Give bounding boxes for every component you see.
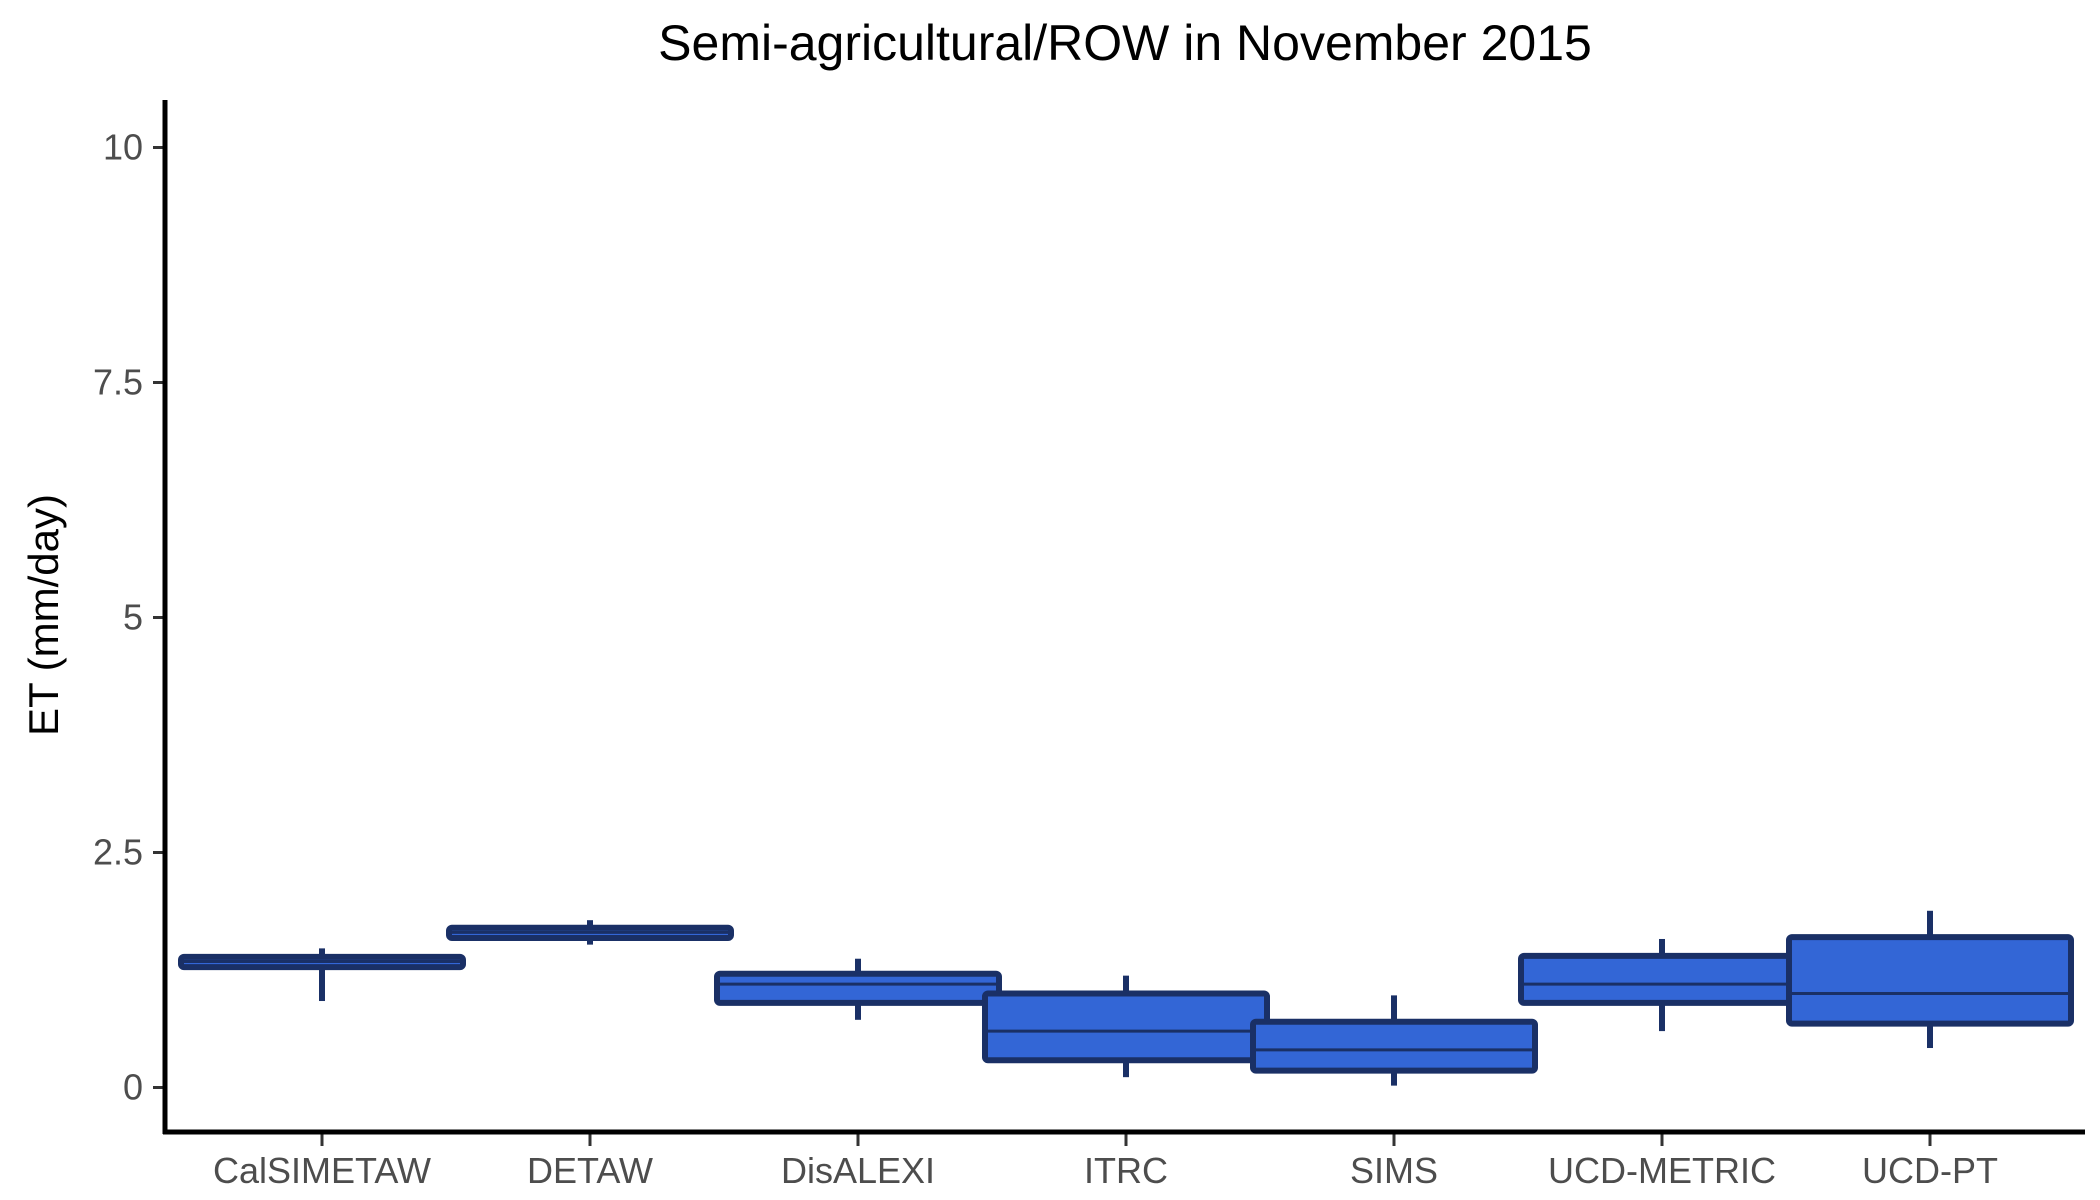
boxplot-detaw [446, 920, 734, 945]
x-tick-label: CalSIMETAW [213, 1150, 431, 1191]
x-tick-label: UCD-METRIC [1548, 1150, 1776, 1191]
boxplot-itrc [982, 975, 1270, 1078]
x-tick-label: ITRC [1084, 1150, 1168, 1191]
y-axis-ticks: 0 2.5 5 7.5 10 [93, 127, 165, 1108]
box-iqr [982, 990, 1270, 1064]
box-iqr [1518, 952, 1806, 1006]
boxplot-sims [1250, 995, 1538, 1086]
y-tick-label: 7.5 [93, 362, 143, 403]
y-tick-label: 0 [123, 1067, 143, 1108]
box-iqr [714, 970, 1002, 1006]
boxplot-ucd-metric [1518, 938, 1806, 1032]
box-iqr [1250, 1018, 1538, 1074]
x-tick-label: DETAW [527, 1150, 653, 1191]
boxplot-ucd-pt [1786, 910, 2074, 1049]
box-iqr [1786, 934, 2074, 1027]
boxplot-calsimetaw [178, 948, 466, 1002]
y-tick-label: 2.5 [93, 832, 143, 873]
y-tick-label: 5 [123, 597, 143, 638]
boxplot-disalexi [714, 958, 1002, 1020]
x-axis-ticks: CalSIMETAW DETAW DisALEXI ITRC SIMS UCD-METRI… [213, 1134, 1998, 1191]
chart-title: Semi-agricultural/ROW in November 2015 [658, 15, 1592, 71]
x-tick-label: DisALEXI [781, 1150, 935, 1191]
x-tick-label: SIMS [1350, 1150, 1438, 1191]
x-tick-label: UCD-PT [1862, 1150, 1998, 1191]
y-axis-label: ET (mm/day) [20, 494, 67, 736]
boxplots [178, 910, 2074, 1086]
y-tick-label: 10 [103, 127, 143, 168]
